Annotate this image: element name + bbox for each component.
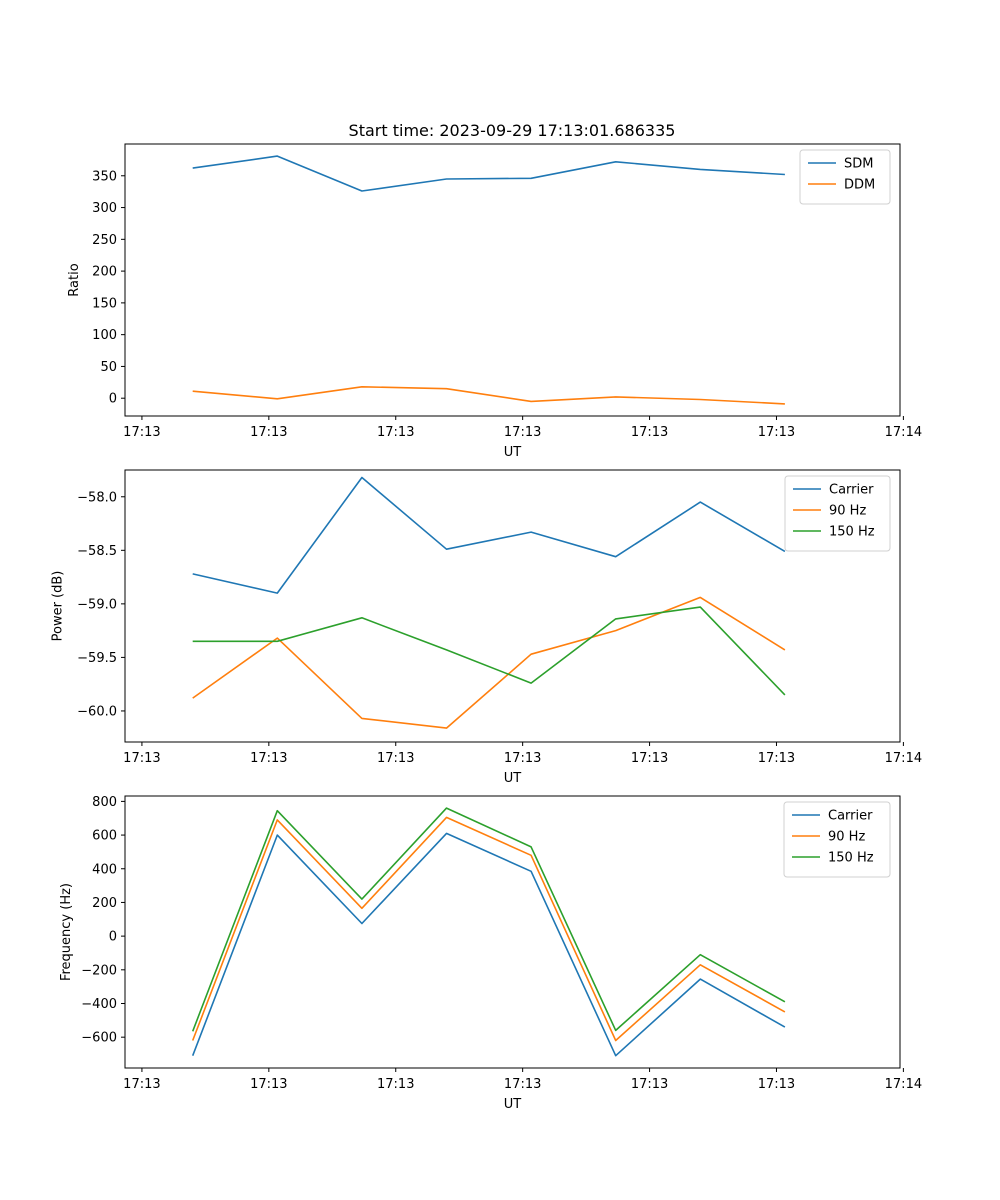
- series-line-90-hz: [191, 816, 786, 1042]
- legend-label: SDM: [844, 157, 873, 172]
- chart-ratio: 17:13 17:13 17:13 17:13 17:13 17:13 17:14 UT 0 50…: [67, 143, 922, 460]
- x-tick-label: 17:14: [885, 751, 922, 766]
- legend-label: Carrier: [828, 809, 873, 824]
- y-tick-label: 50: [100, 360, 117, 375]
- x-tick-label: 17:13: [631, 425, 668, 440]
- x-tick-label: 17:13: [123, 1077, 160, 1092]
- x-tick-label: 17:13: [504, 1077, 541, 1092]
- y-tick-label: −58.5: [77, 544, 117, 559]
- y-tick-label: 0: [109, 392, 117, 407]
- y-axis-label: Power (dB): [51, 571, 66, 642]
- y-tick-label: 100: [92, 328, 117, 343]
- x-tick-label: 17:13: [758, 425, 795, 440]
- x-tick-label: 17:13: [758, 1077, 795, 1092]
- x-tick-label: 17:13: [504, 425, 541, 440]
- chart-power: 17:13 17:13 17:13 17:13 17:13 17:13 17:14 UT −60…: [51, 469, 922, 786]
- series-line-carrier: [192, 476, 786, 594]
- y-tick-label: −400: [81, 997, 117, 1012]
- y-tick-label: 300: [92, 201, 117, 216]
- series-line-150-hz: [191, 807, 786, 1032]
- series-line-150-hz: [192, 606, 786, 696]
- y-tick-label: 350: [92, 169, 117, 184]
- x-tick-label: 17:13: [377, 1077, 414, 1092]
- x-tick-label: 17:13: [250, 1077, 287, 1092]
- y-tick-label: −200: [81, 963, 117, 978]
- chart-frequency: 17:13 17:13 17:13 17:13 17:13 17:13 17:14 UT −60…: [59, 795, 922, 1112]
- series-line-carrier: [191, 832, 786, 1057]
- y-tick-label: 0: [109, 930, 117, 945]
- y-tick-label: 400: [92, 862, 117, 877]
- legend-label: 150 Hz: [828, 851, 874, 866]
- x-tick-label: 17:13: [631, 1077, 668, 1092]
- x-axis-label: UT: [504, 445, 522, 460]
- legend-box: [783, 801, 891, 878]
- y-axis-label: Frequency (Hz): [59, 883, 74, 981]
- x-tick-label: 17:13: [377, 751, 414, 766]
- series-line-sdm: [192, 155, 785, 192]
- x-tick-label: 17:14: [885, 425, 922, 440]
- legend-label: DDM: [844, 178, 875, 193]
- legend-label: 90 Hz: [828, 830, 865, 845]
- x-tick-label: 17:13: [377, 425, 414, 440]
- y-tick-label: −59.5: [77, 651, 117, 666]
- y-tick-label: 600: [92, 829, 117, 844]
- y-tick-label: 200: [92, 896, 117, 911]
- x-tick-label: 17:13: [250, 751, 287, 766]
- y-tick-label: 250: [92, 233, 117, 248]
- x-tick-label: 17:13: [250, 425, 287, 440]
- x-axis-label: UT: [504, 771, 522, 786]
- y-tick-label: −60.0: [77, 704, 117, 719]
- y-tick-label: −600: [81, 1031, 117, 1046]
- series-line-90-hz: [192, 596, 786, 729]
- x-axis-label: UT: [504, 1097, 522, 1112]
- y-tick-label: 150: [92, 296, 117, 311]
- x-tick-label: 17:13: [123, 425, 160, 440]
- legend-label: 90 Hz: [829, 504, 866, 519]
- y-tick-label: 200: [92, 265, 117, 280]
- legend-label: 150 Hz: [829, 525, 875, 540]
- x-tick-label: 17:14: [885, 1077, 922, 1092]
- y-tick-label: 800: [92, 795, 117, 810]
- x-tick-label: 17:13: [758, 751, 795, 766]
- legend-box: [784, 475, 891, 552]
- axes-frame: [124, 795, 901, 1069]
- x-tick-label: 17:13: [631, 751, 668, 766]
- legend-label: Carrier: [829, 483, 874, 498]
- series-line-ddm: [192, 385, 785, 405]
- y-tick-label: −58.0: [77, 490, 117, 505]
- figure-title: Start time: 2023-09-29 17:13:01.686335: [349, 121, 676, 140]
- x-tick-label: 17:13: [504, 751, 541, 766]
- y-tick-label: −59.0: [77, 597, 117, 612]
- x-tick-label: 17:13: [123, 751, 160, 766]
- y-axis-label: Ratio: [67, 263, 82, 296]
- axes-frame: [124, 469, 901, 743]
- axes-frame: [124, 143, 901, 417]
